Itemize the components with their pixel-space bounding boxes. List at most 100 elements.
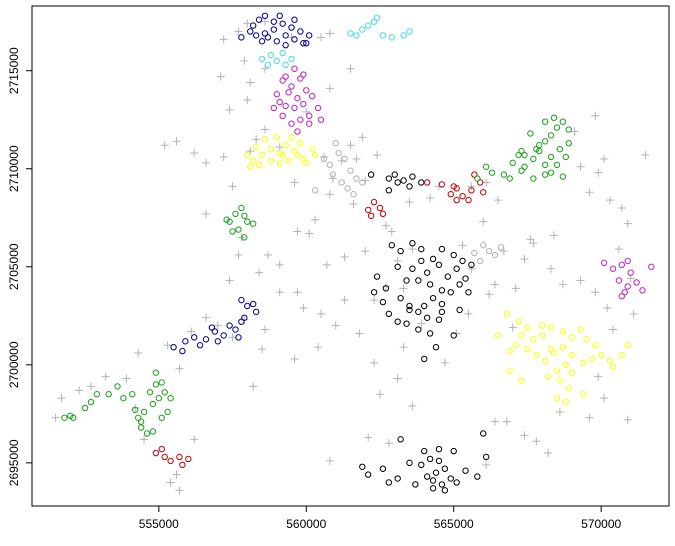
point-unclustered <box>190 435 199 444</box>
point-unclustered <box>399 343 408 352</box>
point-unclustered <box>346 64 355 73</box>
point-magenta <box>294 128 301 135</box>
point-yellow <box>267 157 275 165</box>
x-tick-label: 570000 <box>581 517 621 531</box>
point-yellow <box>288 134 295 141</box>
point-yellow <box>524 345 531 353</box>
point-yellow <box>597 351 605 359</box>
point-unclustered <box>175 486 184 495</box>
data-points <box>51 12 655 495</box>
point-yellow <box>303 159 310 167</box>
point-yellow <box>553 367 561 374</box>
point-green <box>541 118 549 125</box>
point-magenta <box>639 287 646 294</box>
point-green <box>114 383 121 390</box>
point-green <box>482 163 490 170</box>
point-blue <box>235 334 242 341</box>
point-black <box>359 463 366 470</box>
point-black <box>423 473 431 480</box>
point-unclustered <box>626 274 635 283</box>
point-green <box>161 389 168 396</box>
point-yellow <box>515 318 522 325</box>
point-green <box>87 398 95 406</box>
point-black <box>406 306 413 314</box>
point-cyan <box>267 51 275 59</box>
point-green <box>152 369 160 376</box>
point-unclustered <box>225 105 234 114</box>
point-unclustered <box>331 321 340 330</box>
point-magenta <box>303 87 310 94</box>
point-unclustered <box>275 288 284 297</box>
point-unclustered <box>57 394 66 403</box>
point-yellow <box>541 357 549 365</box>
point-green <box>530 175 537 182</box>
point-red <box>367 212 375 220</box>
point-unclustered <box>260 125 269 134</box>
point-unclustered <box>440 358 449 367</box>
point-unclustered <box>319 152 328 161</box>
point-blue <box>288 24 295 31</box>
point-green <box>137 418 145 425</box>
point-yellow <box>624 342 631 349</box>
point-green <box>244 218 251 225</box>
point-unclustered <box>508 323 517 332</box>
point-gray <box>497 243 505 251</box>
point-unclustered <box>399 284 408 293</box>
point-black <box>435 445 443 453</box>
point-yellow <box>282 142 289 149</box>
point-unclustered <box>608 325 617 334</box>
point-black <box>426 330 434 337</box>
point-black <box>400 177 407 184</box>
point-unclustered <box>623 415 632 424</box>
point-unclustered <box>600 394 609 403</box>
point-unclustered <box>263 251 272 260</box>
point-unclustered <box>591 111 600 120</box>
point-red <box>370 198 378 206</box>
point-green <box>559 173 567 180</box>
point-unclustered <box>349 200 358 209</box>
point-cyan <box>282 61 289 69</box>
point-yellow <box>530 336 537 343</box>
point-yellow <box>559 343 567 351</box>
point-magenta <box>648 263 655 270</box>
point-unclustered <box>293 227 302 236</box>
point-unclustered <box>370 358 379 367</box>
point-yellow <box>553 394 561 402</box>
point-green <box>541 171 549 178</box>
point-magenta <box>308 92 316 100</box>
point-red <box>376 204 384 212</box>
point-cyan <box>353 32 360 39</box>
point-unclustered <box>384 439 393 448</box>
point-blue <box>238 296 245 304</box>
point-unclustered <box>375 390 384 399</box>
point-unclustered <box>325 190 334 199</box>
point-yellow <box>244 151 251 159</box>
point-yellow <box>547 345 555 353</box>
point-red <box>161 453 168 461</box>
point-yellow <box>518 377 525 384</box>
point-gray <box>326 161 334 169</box>
y-tick-label: 2710000 <box>7 145 21 192</box>
point-black <box>397 247 404 255</box>
point-green <box>241 234 248 241</box>
point-black <box>444 273 452 280</box>
point-unclustered <box>325 456 334 465</box>
point-yellow <box>583 336 590 343</box>
point-red <box>364 206 372 214</box>
point-unclustered <box>219 152 228 161</box>
point-cyan <box>279 49 286 57</box>
point-black <box>468 261 475 269</box>
point-green <box>547 132 555 139</box>
point-black <box>435 457 443 465</box>
point-green <box>527 130 534 137</box>
point-black <box>421 447 428 455</box>
point-yellow <box>606 357 614 365</box>
point-magenta <box>600 259 608 267</box>
point-gray <box>341 155 348 163</box>
point-green <box>565 140 572 147</box>
point-unclustered <box>464 309 473 318</box>
point-yellow <box>559 328 567 335</box>
point-blue <box>273 38 280 45</box>
point-green <box>152 381 160 388</box>
point-blue <box>196 342 204 349</box>
